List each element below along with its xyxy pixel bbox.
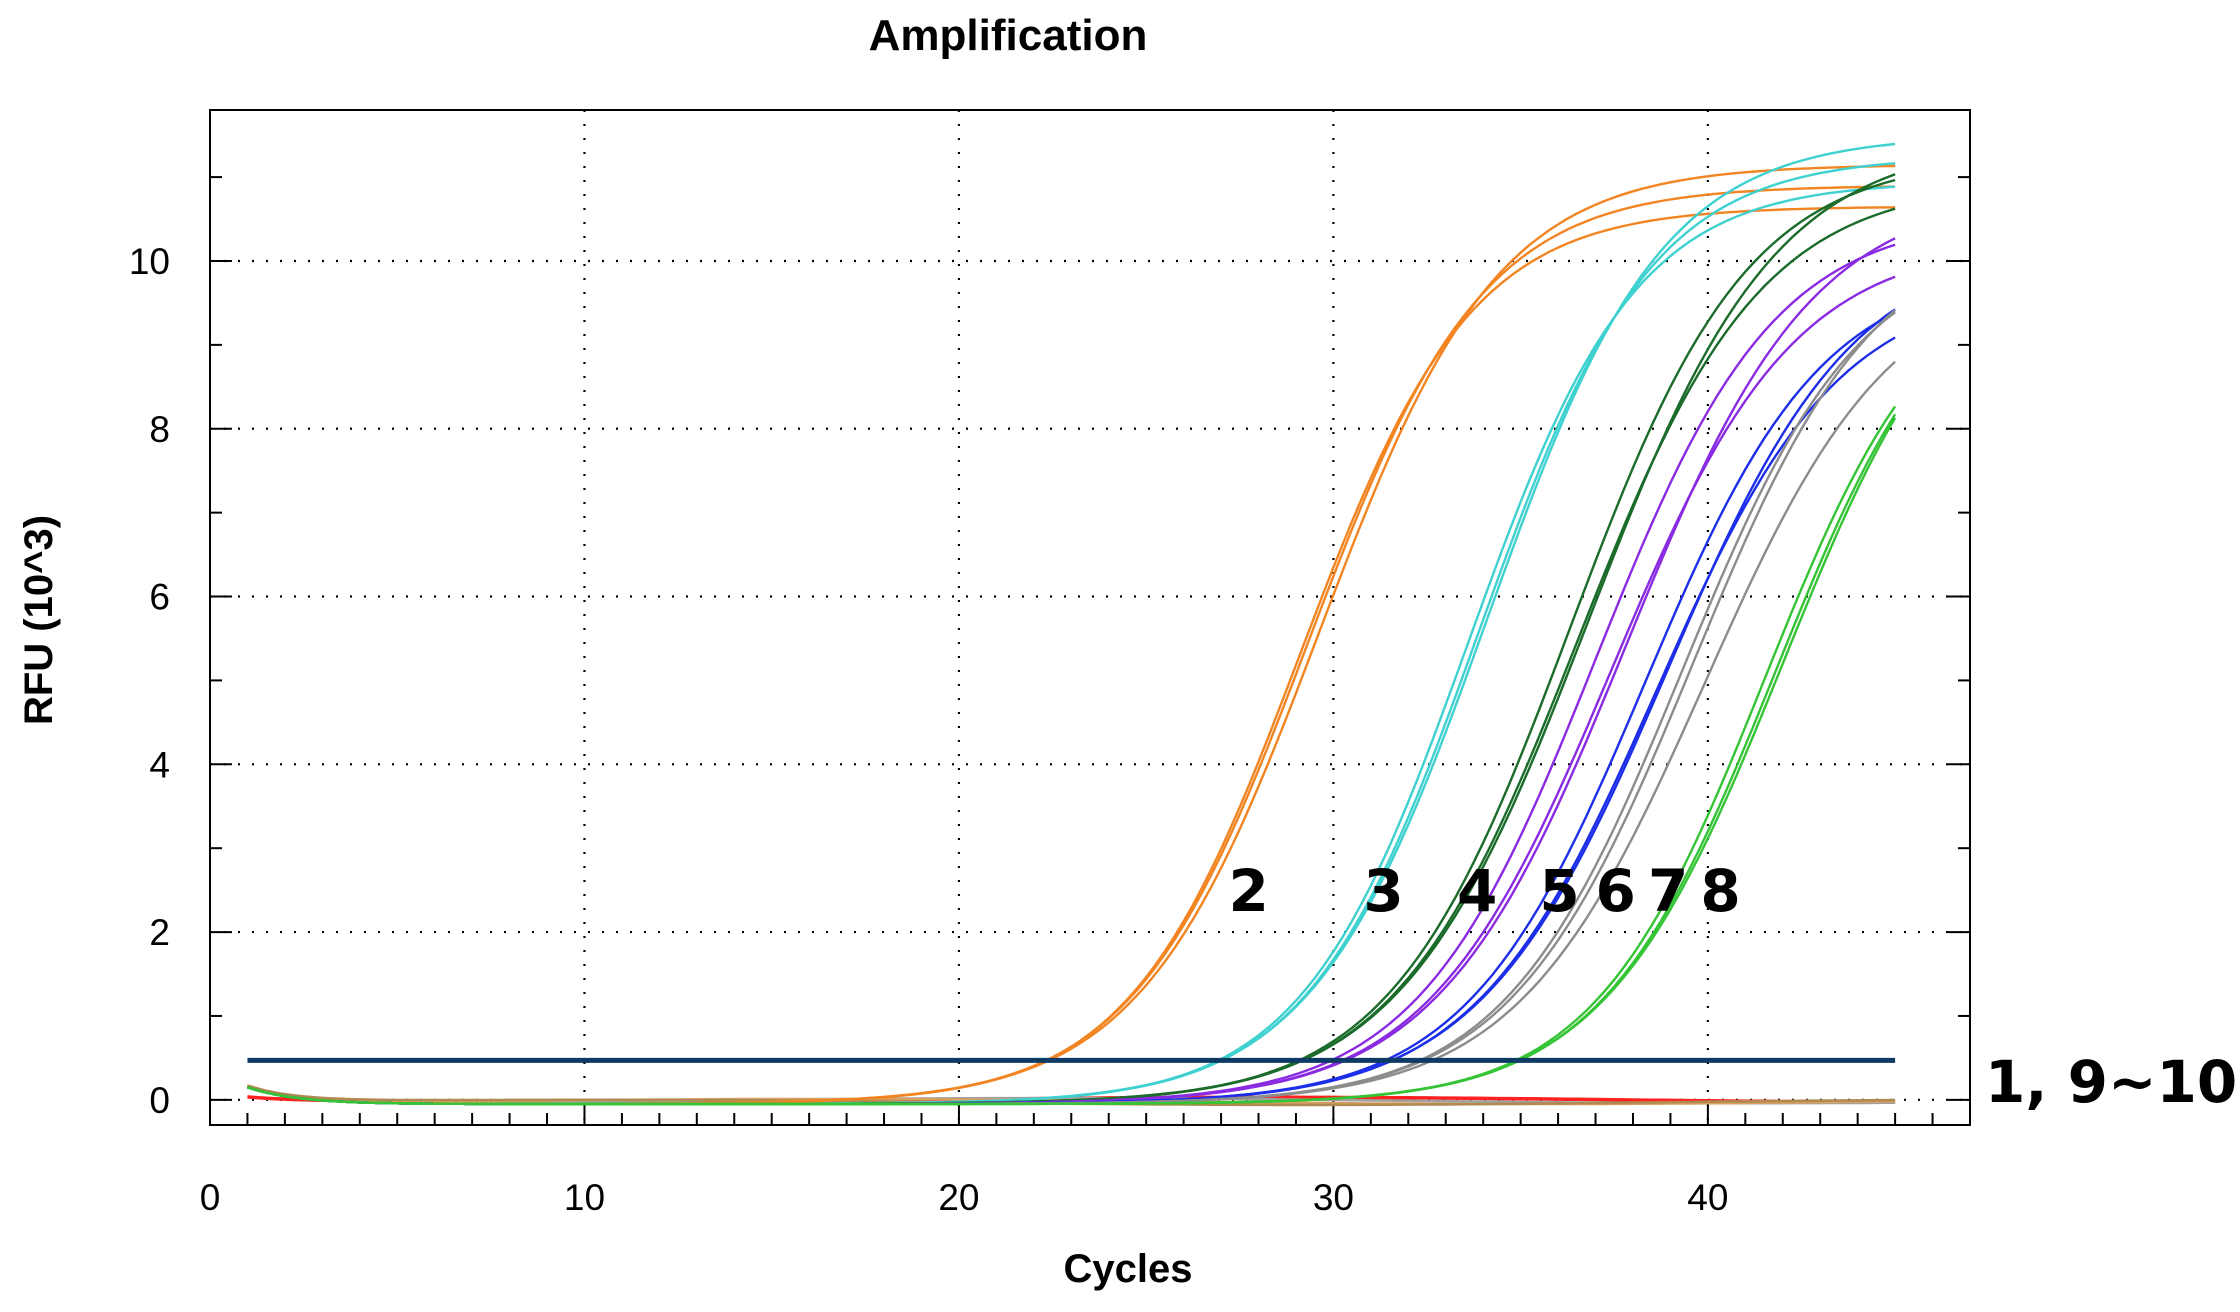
amplification-curve-4 [247, 207, 1896, 1106]
x-tick-label: 20 [938, 1177, 979, 1218]
curve-label-3: 3 [1363, 857, 1403, 925]
curve-label-6: 6 [1596, 857, 1636, 925]
amplification-curve-8 [247, 417, 1897, 1106]
amplification-curve-5 [247, 275, 1896, 1106]
curve-label-7: 7 [1648, 857, 1688, 925]
curve-label-5: 5 [1539, 857, 1579, 925]
y-tick-label: 8 [149, 409, 170, 450]
y-tick-label: 10 [129, 241, 170, 282]
plot-frame [209, 109, 1971, 1126]
amplification-curve-2 [247, 206, 1896, 1106]
amplification-curve-3 [247, 142, 1896, 1106]
curve-label-4: 4 [1457, 857, 1497, 925]
amplification-curve-8 [247, 413, 1897, 1106]
y-tick-label: 4 [149, 744, 170, 785]
y-tick-label: 0 [149, 1080, 170, 1121]
x-tick-label: 30 [1313, 1177, 1354, 1218]
amplification-curve-5 [247, 237, 1896, 1106]
x-axis: 0 10 20 30 40 [200, 1101, 1934, 1218]
x-tick-label: 40 [1687, 1177, 1728, 1218]
x-axis-label: Cycles [1064, 1247, 1193, 1291]
curve-label-2: 2 [1229, 857, 1269, 925]
y-tick-label: 6 [149, 577, 170, 618]
amplification-curve-3 [247, 162, 1896, 1106]
amplification-curve-4 [247, 178, 1896, 1106]
y-tick-label: 2 [149, 912, 170, 953]
y-axis-label: RFU (10^3) [17, 515, 61, 725]
amplification-curve-2 [247, 185, 1896, 1106]
amplification-curve-3 [247, 185, 1896, 1106]
chart-title: Amplification [869, 11, 1148, 60]
amplification-curves [247, 142, 1897, 1107]
amplification-curve-6 [247, 336, 1896, 1106]
grid-lines [210, 110, 1970, 1125]
curve-label-8: 8 [1700, 857, 1740, 925]
amplification-curve-2 [247, 164, 1896, 1106]
x-tick-label: 10 [564, 1177, 605, 1218]
x-tick-label: 0 [200, 1177, 221, 1218]
amplification-curve-6 [247, 308, 1896, 1106]
negative-samples-label: 1, 9~10 [1985, 1048, 2237, 1116]
amplification-curve-4 [247, 173, 1896, 1106]
